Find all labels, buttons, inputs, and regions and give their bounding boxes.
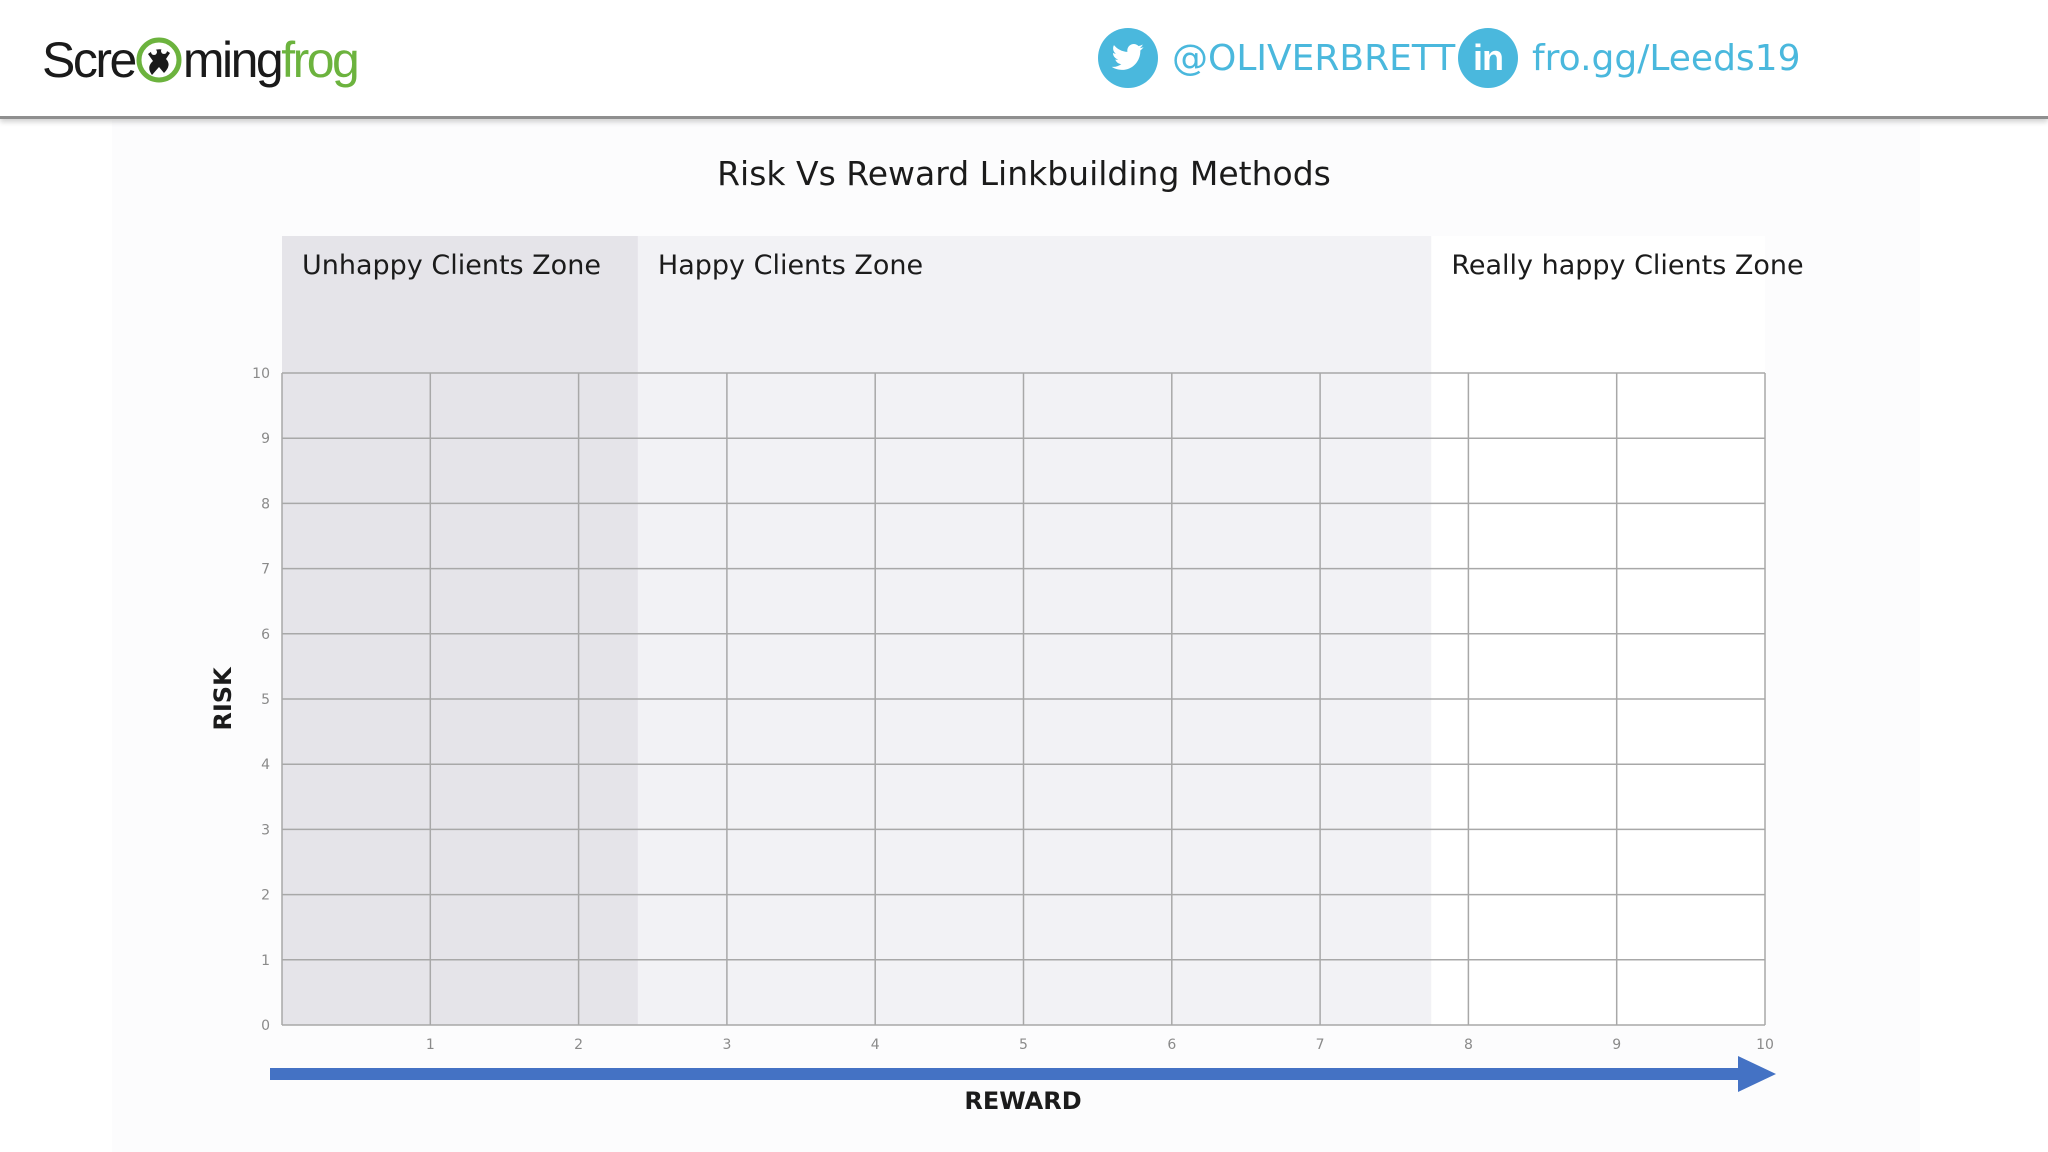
y-axis-label: RISK — [209, 666, 237, 731]
zone-band-2 — [1431, 236, 1765, 1025]
zone-label-1: Happy Clients Zone — [658, 250, 923, 281]
x-tick-label-2: 2 — [574, 1037, 583, 1053]
logo-text-frog: frog — [281, 32, 360, 88]
x-tick-label-3: 3 — [722, 1037, 731, 1053]
y-tick-label-4: 4 — [261, 757, 270, 773]
x-tick-label-8: 8 — [1464, 1037, 1473, 1053]
frog-logo-icon — [136, 37, 182, 83]
x-axis-label: REWARD — [964, 1087, 1081, 1115]
logo-text-ming: ming — [182, 32, 284, 88]
y-tick-label-5: 5 — [261, 692, 270, 708]
y-tick-label-2: 2 — [261, 888, 270, 904]
y-tick-label-6: 6 — [261, 627, 270, 643]
y-tick-label-3: 3 — [261, 822, 270, 838]
zone-label-2: Really happy Clients Zone — [1451, 250, 1803, 281]
chart-title: Risk Vs Reward Linkbuilding Methods — [717, 154, 1331, 193]
linkedin-url: fro.gg/Leeds19 — [1532, 37, 1801, 79]
x-tick-label-9: 9 — [1612, 1037, 1621, 1053]
y-tick-label-9: 9 — [261, 431, 270, 447]
linkedin-icon: in — [1458, 28, 1518, 88]
zone-label-0: Unhappy Clients Zone — [302, 250, 601, 281]
header-bar: Scre ming frog @OLIVERBRETT in fro.gg/Le… — [0, 0, 2048, 119]
screamingfrog-logo: Scre ming frog — [42, 30, 360, 90]
twitter-handle: @OLIVERBRETT — [1172, 37, 1456, 79]
reward-arrow-head — [1738, 1056, 1776, 1092]
x-tick-label-5: 5 — [1019, 1037, 1028, 1053]
x-tick-label-6: 6 — [1167, 1037, 1176, 1053]
linkedin-link[interactable]: in fro.gg/Leeds19 — [1458, 28, 1801, 88]
x-tick-label-7: 7 — [1316, 1037, 1325, 1053]
x-tick-label-4: 4 — [871, 1037, 880, 1053]
y-tick-label-1: 1 — [261, 953, 270, 969]
zone-band-1 — [637, 236, 1432, 1025]
y-tick-label-7: 7 — [261, 562, 270, 578]
twitter-link[interactable]: @OLIVERBRETT — [1098, 28, 1455, 88]
x-tick-label-1: 1 — [426, 1037, 435, 1053]
logo-text-scre: Scre — [42, 32, 137, 88]
x-tick-label-10: 10 — [1756, 1037, 1774, 1053]
zone-band-0 — [282, 236, 638, 1025]
twitter-bird-icon — [1098, 28, 1158, 88]
y-tick-label-0: 0 — [261, 1018, 270, 1034]
y-tick-label-10: 10 — [252, 366, 270, 382]
y-tick-label-8: 8 — [261, 496, 270, 512]
